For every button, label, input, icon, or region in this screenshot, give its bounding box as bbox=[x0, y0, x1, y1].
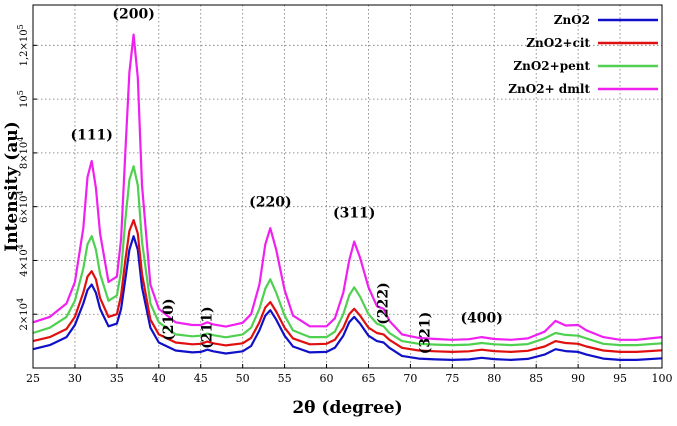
y-tick-label: 1,2×105 bbox=[16, 24, 30, 66]
y-tick-label: 105 bbox=[16, 90, 30, 108]
peak-label: (222) bbox=[376, 282, 392, 324]
x-tick-label: 60 bbox=[320, 372, 334, 385]
series-line-0 bbox=[32, 235, 663, 361]
series-layer bbox=[32, 33, 663, 361]
x-axis-ticks: 25 30 35 40 45 50 55 60 65 70 75 80 85 90 95 100 bbox=[26, 364, 673, 385]
x-tick-label: 65 bbox=[361, 372, 375, 385]
peak-label: (400) bbox=[460, 310, 502, 326]
x-tick-label: 75 bbox=[445, 372, 459, 385]
series-line-1 bbox=[32, 219, 663, 353]
y-tick-label: 6×104 bbox=[16, 190, 30, 223]
legend: ZnO2 ZnO2+cit ZnO2+pent ZnO2+ dmlt bbox=[508, 13, 658, 96]
x-tick-label: 70 bbox=[403, 372, 417, 385]
x-tick-label: 40 bbox=[152, 372, 166, 385]
series-line-3 bbox=[32, 33, 663, 341]
x-tick-label: 80 bbox=[487, 372, 501, 385]
legend-label: ZnO2 bbox=[554, 13, 590, 27]
legend-label: ZnO2+pent bbox=[513, 59, 590, 73]
x-tick-label: 90 bbox=[571, 372, 585, 385]
x-tick-label: 55 bbox=[278, 372, 292, 385]
legend-label: ZnO2+ dmlt bbox=[508, 82, 590, 96]
x-tick-label: 85 bbox=[529, 372, 543, 385]
peak-label: (311) bbox=[333, 205, 375, 221]
peak-label: (111) bbox=[70, 127, 112, 143]
x-axis-title: 2θ (degree) bbox=[292, 398, 402, 418]
x-tick-label: 30 bbox=[68, 372, 82, 385]
plot-frame bbox=[32, 4, 663, 369]
y-axis-ticks: 2×104 4×104 6×104 8×104 105 1,2×105 bbox=[16, 24, 37, 331]
peak-label: (220) bbox=[249, 195, 291, 211]
x-tick-label: 45 bbox=[194, 372, 208, 385]
y-tick-label: 2×104 bbox=[16, 298, 30, 331]
y-tick-label: 8×104 bbox=[16, 137, 30, 170]
y-axis-title: Intensity (au) bbox=[2, 121, 22, 251]
peak-label: (200) bbox=[112, 6, 154, 22]
legend-label: ZnO2+cit bbox=[526, 36, 590, 50]
peak-label: (211) bbox=[199, 306, 215, 348]
x-tick-label: 25 bbox=[26, 372, 40, 385]
x-tick-label: 35 bbox=[110, 372, 124, 385]
peak-annotations: (111) (200) (210) (211) (220) (311) (222) (321)… bbox=[70, 6, 502, 354]
x-tick-label: 95 bbox=[613, 372, 627, 385]
x-tick-label: 50 bbox=[236, 372, 250, 385]
peak-label: (321) bbox=[417, 312, 433, 354]
series-line-2 bbox=[32, 165, 663, 347]
peak-label: (210) bbox=[161, 298, 177, 340]
x-tick-label: 100 bbox=[652, 372, 673, 385]
y-tick-label: 4×104 bbox=[16, 244, 30, 277]
